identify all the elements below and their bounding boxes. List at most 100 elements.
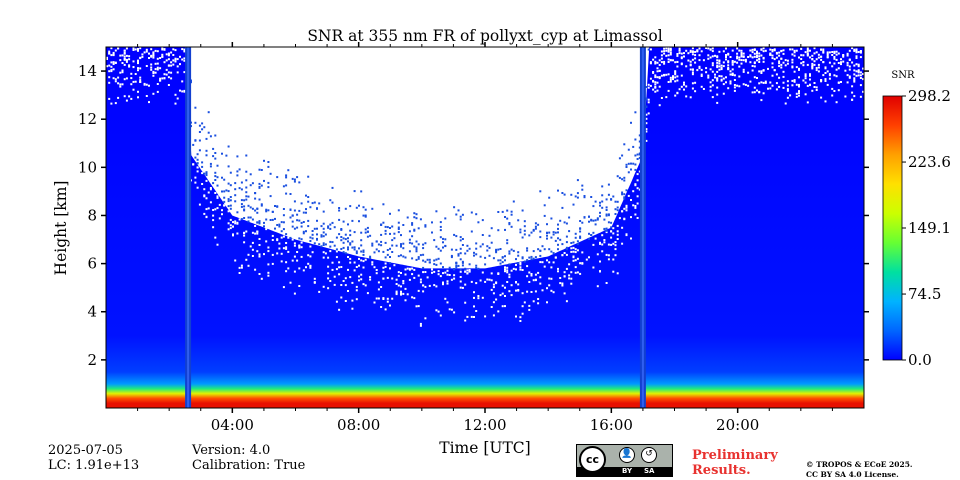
speckle-point (618, 176, 621, 179)
speckle-point (519, 266, 522, 269)
speckle-point (267, 165, 270, 168)
attribution-icon: 👤 (619, 447, 635, 463)
speckle-point (254, 268, 257, 271)
speckle-point (590, 196, 593, 198)
speckle-point (172, 63, 175, 66)
speckle-point (534, 290, 537, 293)
speckle-point (614, 248, 617, 251)
speckle-point (408, 230, 411, 233)
speckle-point (316, 227, 318, 230)
speckle-point (557, 237, 559, 240)
speckle-point (855, 74, 858, 77)
speckle-point (150, 66, 153, 69)
speckle-point (753, 65, 756, 68)
speckle-point (322, 256, 325, 259)
speckle-point (446, 280, 449, 283)
speckle-point (327, 226, 330, 229)
speckle-point (607, 243, 610, 246)
speckle-point (848, 68, 851, 71)
speckle-point (141, 53, 144, 56)
speckle-point (822, 50, 825, 53)
speckle-point (205, 154, 208, 157)
speckle-point (718, 62, 721, 65)
speckle-point (534, 256, 537, 259)
speckle-point (720, 68, 723, 71)
speckle-point (344, 207, 347, 210)
speckle-point (636, 187, 639, 190)
speckle-point (437, 257, 440, 260)
speckle-point (448, 308, 451, 311)
speckle-point (506, 242, 509, 245)
speckle-point (282, 185, 285, 188)
speckle-point (506, 271, 509, 274)
speckle-point (738, 56, 741, 59)
speckle-point (433, 259, 436, 262)
speckle-point (212, 219, 215, 222)
speckle-point (828, 77, 831, 80)
speckle-point (795, 83, 798, 86)
speckle-point (769, 53, 772, 56)
speckle-point (322, 242, 325, 245)
speckle-point (251, 207, 254, 210)
speckle-point (488, 254, 491, 257)
speckle-point (174, 49, 177, 52)
speckle-point (749, 54, 752, 57)
speckle-point (464, 301, 467, 304)
speckle-point (570, 282, 573, 285)
speckle-point (384, 241, 387, 244)
speckle-point (862, 67, 865, 70)
speckle-point (431, 271, 433, 274)
speckle-point (590, 218, 593, 221)
speckle-point (156, 83, 159, 85)
speckle-point (669, 76, 672, 79)
speckle-point (327, 256, 330, 259)
speckle-point (813, 63, 816, 66)
speckle-point (400, 272, 402, 274)
speckle-point (733, 79, 736, 81)
speckle-point (450, 308, 453, 311)
speckle-point (347, 237, 349, 240)
speckle-point (497, 273, 500, 275)
y-tick-label: 2 (87, 351, 97, 369)
speckle-point (842, 60, 845, 63)
speckle-point (550, 236, 553, 239)
speckle-point (229, 224, 232, 227)
speckle-point (223, 190, 226, 193)
speckle-point (422, 243, 425, 246)
speckle-point (139, 81, 142, 83)
speckle-point (568, 230, 571, 233)
speckle-point (335, 250, 338, 253)
speckle-point (322, 231, 325, 234)
speckle-point (234, 194, 237, 197)
speckle-point (329, 280, 332, 282)
speckle-point (495, 298, 498, 301)
speckle-point (298, 209, 301, 212)
speckle-point (446, 301, 449, 304)
speckle-point (457, 253, 460, 256)
speckle-point (459, 215, 462, 218)
speckle-point (282, 247, 285, 250)
speckle-point (837, 62, 840, 64)
speckle-point (353, 269, 356, 272)
speckle-point (464, 252, 467, 255)
speckle-point (492, 257, 495, 260)
speckle-point (634, 163, 637, 166)
speckle-point (311, 202, 314, 205)
speckle-point (636, 158, 639, 160)
speckle-point (459, 280, 462, 283)
speckle-point (439, 225, 442, 228)
speckle-point (298, 181, 301, 184)
speckle-point (720, 75, 723, 78)
speckle-point (623, 217, 626, 220)
speckle-point (329, 245, 332, 248)
speckle-point (112, 61, 115, 64)
speckle-point (678, 88, 681, 91)
speckle-point (552, 233, 555, 236)
speckle-point (658, 76, 661, 79)
speckle-point (247, 195, 250, 198)
speckle-point (786, 96, 789, 99)
footer-calibration: Calibration: True (192, 458, 306, 473)
speckle-point (481, 219, 484, 222)
speckle-point (576, 179, 579, 182)
speckle-point (393, 237, 396, 240)
